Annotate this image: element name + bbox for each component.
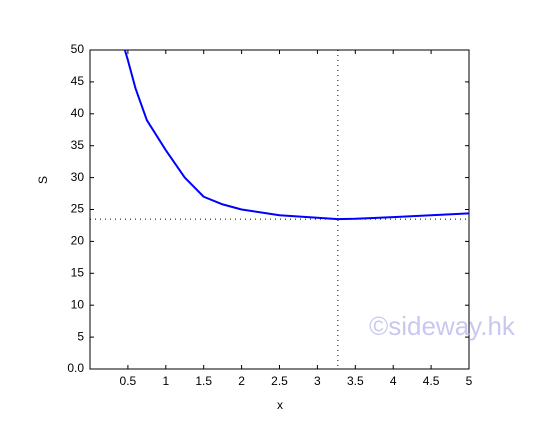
y-tick-label: 40	[71, 106, 85, 120]
x-tick-label: 4.5	[423, 374, 440, 388]
x-tick-label: 0.5	[120, 374, 137, 388]
x-tick-label: 4	[390, 374, 397, 388]
x-tick-label: 1	[162, 374, 169, 388]
x-tick-label: 3.5	[347, 374, 364, 388]
y-tick-label: 35	[71, 138, 85, 152]
y-tick-label: 0.0	[67, 361, 84, 375]
watermark: ©sideway.hk	[369, 311, 516, 341]
x-tick-label: 3	[314, 374, 321, 388]
x-tick-label: 2	[238, 374, 245, 388]
x-tick-label: 1.5	[195, 374, 212, 388]
y-tick-label: 10	[71, 297, 85, 311]
y-tick-label: 15	[71, 265, 85, 279]
plot-area	[89, 49, 470, 370]
x-tick-label: 5	[466, 374, 473, 388]
x-axis-label: x	[277, 398, 283, 412]
x-tick-label: 2.5	[271, 374, 288, 388]
y-tick-label: 25	[71, 202, 85, 216]
y-tick-label: 50	[71, 42, 85, 56]
y-tick-label: 30	[71, 170, 85, 184]
y-tick-label: 20	[71, 234, 85, 248]
y-tick-label: 5	[77, 329, 84, 343]
data-line	[123, 49, 470, 221]
y-tick-label: 45	[71, 74, 85, 88]
y-axis-label: S	[36, 176, 50, 184]
